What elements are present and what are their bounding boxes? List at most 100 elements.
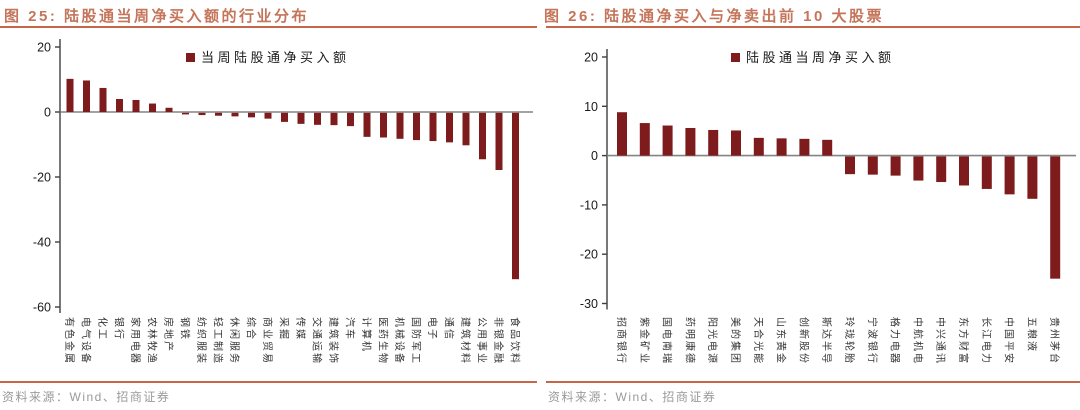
category-label: 建筑装饰 [327,317,340,365]
bar [890,156,901,176]
bar [731,130,741,156]
bar [182,112,189,115]
bar [617,112,627,156]
category-label: 商业贸易 [261,317,274,365]
category-label: 创新股份 [797,317,810,365]
figure-25-title: 图 25: 陆股通当周净买入额的行业分布 [4,8,310,25]
category-label: 纺织服装 [195,317,208,365]
bar [822,139,833,156]
bar [380,112,387,138]
bar [99,87,107,112]
figure-26-title-rule [546,26,1080,28]
category-label: 紫金矿业 [638,317,651,365]
bar [867,156,878,175]
category-label: 贵州茅台 [1048,317,1061,365]
category-label: 药明康德 [683,317,696,365]
bar [1027,156,1038,199]
figure-25-panel: 图 25: 陆股通当周净买入额的行业分布 20 0 -20 -40 -60 有色金属 电气设… [0,8,537,404]
category-label: 中航机电 [911,317,924,365]
figure-26-bar-chart: 20 10 0 -10 -20 -30 招商银行 紫金矿业 国电南瑞 药明康德 阳光电源 美的集团 天合… [580,49,1076,365]
figure-26-panel: 图 26: 陆股通净买入与净卖出前 10 大股票 20 10 0 -10 -20 -30 招… [540,0,1080,410]
bar [429,112,437,142]
bar [281,112,288,122]
bar [936,156,947,183]
category-label: 轻工制造 [212,317,225,365]
bar [799,138,810,156]
category-label: 美的集团 [729,317,742,365]
category-label: 机械设备 [393,317,406,365]
figure-25-title-rule [0,26,537,28]
category-label: 国电南瑞 [661,317,674,365]
legend-label: 陆股通当周净买入额 [746,50,895,65]
category-label: 通信 [443,317,455,341]
category-label: 电气设备 [80,317,93,365]
category-label: 银行 [113,317,126,341]
bar [149,103,156,112]
category-label: 格力电器 [889,317,902,365]
bar [264,112,272,119]
bar [66,78,74,112]
category-label: 斯达半导 [820,317,833,365]
figure-26-source-rule [546,381,1080,383]
bar [776,138,787,156]
bar [708,129,719,156]
category-label: 交通运输 [311,317,324,365]
category-label: 计算机 [360,317,373,353]
bar [1050,156,1061,279]
bar [959,156,969,186]
category-label: 天合光能 [752,317,765,365]
bar [845,156,855,175]
category-label: 家用电器 [129,317,142,365]
bar [462,112,470,146]
y-tick-label: 10 [584,100,598,114]
y-tick-label: 0 [591,149,598,163]
bar [314,112,321,125]
y-tick-label: -20 [33,171,51,185]
bar [132,99,140,112]
category-label: 五粮液 [1025,317,1038,353]
category-label: 电子 [426,317,439,341]
bar [479,112,486,160]
y-tick-label: -30 [580,297,598,311]
category-label: 建筑材料 [459,317,472,365]
bar [753,137,764,156]
bar [330,112,338,126]
bar [347,112,354,127]
bar [1004,156,1015,195]
bar [662,125,673,156]
category-label: 中兴通讯 [934,317,947,365]
bar [639,123,650,156]
bar [248,112,255,118]
y-tick-label: 0 [44,106,51,120]
bar [198,112,206,116]
category-label: 公用事业 [476,317,489,365]
category-label: 农林牧渔 [146,317,159,365]
y-tick-label: -20 [580,248,598,262]
bar [83,80,90,112]
category-label: 招商银行 [615,317,628,365]
figure-25-source: 资料来源：Wind、招商证券 [2,390,171,404]
bar [413,112,420,141]
bar [446,112,453,143]
figure-25-bar-chart: 20 0 -20 -40 -60 有色金属 电气设备 化工 银行 家用电器 农林牧渔 房地产 钢铁 纺织服… [33,39,533,365]
bar [165,107,173,112]
bar [231,112,239,117]
y-tick-label: -10 [580,198,598,212]
category-label: 食品饮料 [509,317,522,365]
category-label: 传媒 [294,317,306,341]
bar [981,156,992,189]
y-tick-label: 20 [37,41,51,55]
category-label: 有色金属 [63,317,76,365]
category-label: 采掘 [278,317,291,341]
y-tick-label: -40 [33,236,51,250]
bar [297,112,305,124]
bar [363,112,371,137]
bar [495,112,503,170]
category-label: 阳光电源 [706,317,719,365]
legend-label: 当周陆股通净买入额 [201,50,350,65]
category-label: 医药生物 [377,317,390,365]
category-label: 山东黄金 [775,317,788,365]
bar [913,156,924,181]
figure-26-source: 资料来源：Wind、招商证券 [548,390,717,404]
